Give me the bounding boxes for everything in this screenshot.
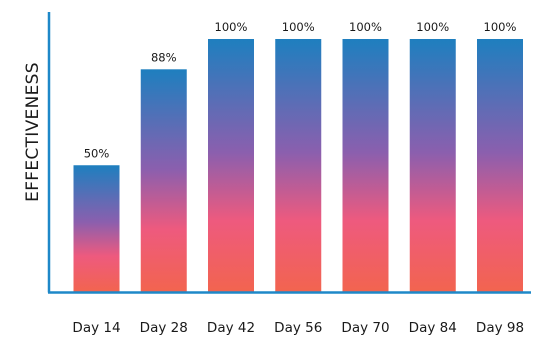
bars-group bbox=[73, 39, 523, 292]
bar-value-label: 100% bbox=[215, 20, 248, 34]
bar bbox=[140, 69, 187, 292]
bar bbox=[409, 39, 456, 292]
bar bbox=[275, 39, 322, 292]
value-labels-group: 50% 88% 100% 100% 100% 100% 100% bbox=[84, 20, 517, 160]
bar-value-label: 100% bbox=[282, 20, 315, 34]
bar bbox=[208, 39, 254, 292]
bar-value-label: 50% bbox=[84, 146, 110, 160]
category-labels-group: Day 14 Day 28 Day 42 Day 56 Day 70 Day 84 Day … bbox=[72, 320, 524, 336]
x-tick-label: Day 42 bbox=[207, 320, 255, 336]
bar bbox=[342, 39, 389, 292]
bar bbox=[73, 165, 120, 292]
x-tick-label: Day 70 bbox=[341, 320, 389, 336]
bar-value-label: 100% bbox=[484, 20, 517, 34]
x-tick-label: Day 28 bbox=[140, 320, 188, 336]
x-tick-label: Day 56 bbox=[274, 320, 322, 336]
bar bbox=[477, 39, 523, 292]
x-tick-label: Day 84 bbox=[409, 320, 457, 336]
x-tick-label: Day 14 bbox=[72, 320, 120, 336]
bar-value-label: 100% bbox=[416, 20, 449, 34]
x-tick-label: Day 98 bbox=[476, 320, 524, 336]
bar-value-label: 100% bbox=[349, 20, 382, 34]
y-axis-label: EFFECTIVENESS bbox=[23, 62, 43, 202]
bar-value-label: 88% bbox=[151, 50, 177, 64]
